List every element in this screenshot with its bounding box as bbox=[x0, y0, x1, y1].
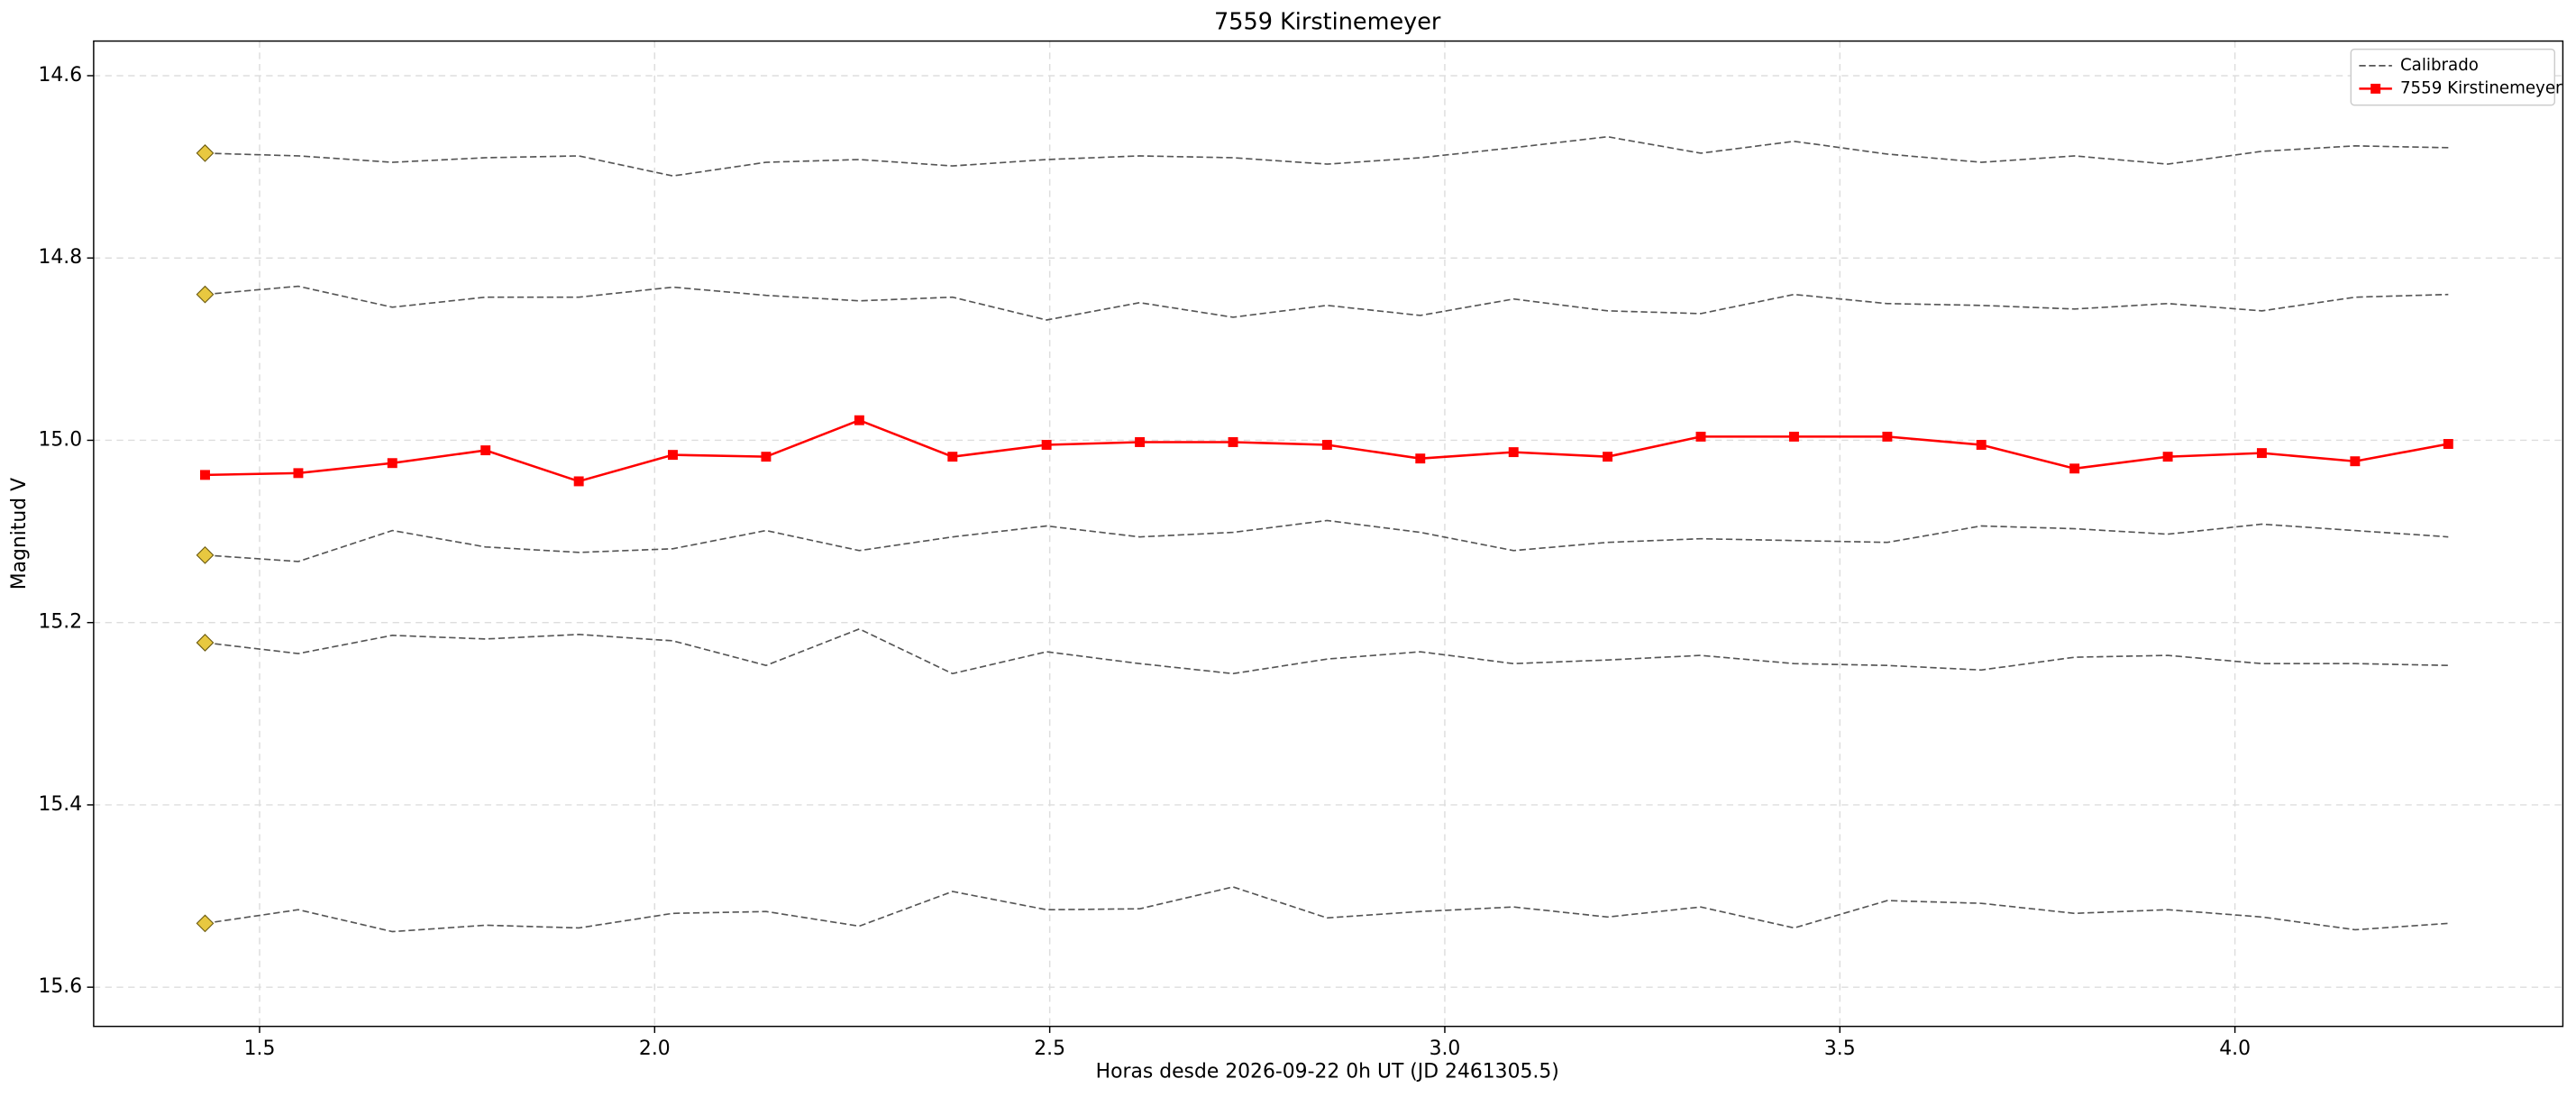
data-point bbox=[1882, 431, 1893, 442]
series-line bbox=[205, 519, 2449, 562]
y-axis-label: Magnitud V bbox=[8, 478, 31, 590]
legend-marker bbox=[2370, 83, 2381, 94]
data-point bbox=[854, 415, 864, 425]
y-tick-label: 15.4 bbox=[38, 793, 82, 816]
data-point bbox=[1695, 431, 1706, 442]
data-point bbox=[2069, 463, 2080, 474]
start-marker bbox=[196, 914, 215, 933]
data-point bbox=[1415, 453, 1426, 464]
data-point bbox=[293, 468, 304, 479]
data-point bbox=[2350, 456, 2361, 467]
data-point bbox=[1041, 440, 1052, 450]
series-line bbox=[205, 627, 2449, 675]
x-tick-label: 1.5 bbox=[244, 1038, 276, 1060]
y-tick-label: 14.8 bbox=[38, 246, 82, 269]
data-point bbox=[387, 458, 397, 469]
x-tick-label: 3.0 bbox=[1430, 1038, 1461, 1060]
data-point bbox=[1603, 452, 1613, 462]
data-point bbox=[2443, 439, 2453, 449]
x-tick-label: 2.0 bbox=[639, 1038, 671, 1060]
data-point bbox=[1135, 437, 1146, 447]
legend-label: Calibrado bbox=[2400, 56, 2479, 75]
data-point bbox=[573, 476, 584, 487]
start-marker bbox=[196, 545, 215, 564]
data-point bbox=[1788, 431, 1799, 442]
legend-box bbox=[2350, 48, 2556, 106]
data-point bbox=[1508, 447, 1519, 458]
series-line bbox=[205, 886, 2449, 933]
data-point bbox=[480, 445, 491, 456]
data-point bbox=[200, 470, 210, 480]
data-point bbox=[1321, 440, 1332, 450]
data-point bbox=[668, 450, 678, 461]
series-line bbox=[205, 135, 2449, 178]
y-tick-label: 14.6 bbox=[38, 64, 82, 87]
data-point bbox=[947, 452, 958, 462]
chart-title: 7559 Kirstinemeyer bbox=[1214, 9, 1441, 36]
x-tick-label: 3.5 bbox=[1824, 1038, 1856, 1060]
series-line bbox=[205, 285, 2449, 321]
data-point bbox=[2162, 452, 2173, 462]
legend: Calibrado 7559 Kirstinemeyer bbox=[2350, 48, 2562, 106]
start-marker bbox=[196, 285, 215, 304]
y-tick-label: 15.6 bbox=[38, 975, 82, 998]
legend-label: 7559 Kirstinemeyer bbox=[2400, 78, 2562, 97]
data-point bbox=[1976, 440, 1987, 450]
y-tick-label: 15.2 bbox=[38, 611, 82, 634]
data-point bbox=[1228, 437, 1238, 447]
data-point bbox=[761, 452, 772, 462]
x-tick-label: 2.5 bbox=[1034, 1038, 1065, 1060]
x-axis-label: Horas desde 2026-09-22 0h UT (JD 2461305… bbox=[1096, 1061, 1559, 1083]
data-point bbox=[2256, 448, 2267, 459]
x-tick-label: 4.0 bbox=[2219, 1038, 2251, 1060]
start-marker bbox=[196, 634, 215, 652]
plot-frame bbox=[93, 40, 2564, 1028]
y-tick-label: 15.0 bbox=[38, 428, 82, 451]
start-marker bbox=[196, 144, 215, 162]
